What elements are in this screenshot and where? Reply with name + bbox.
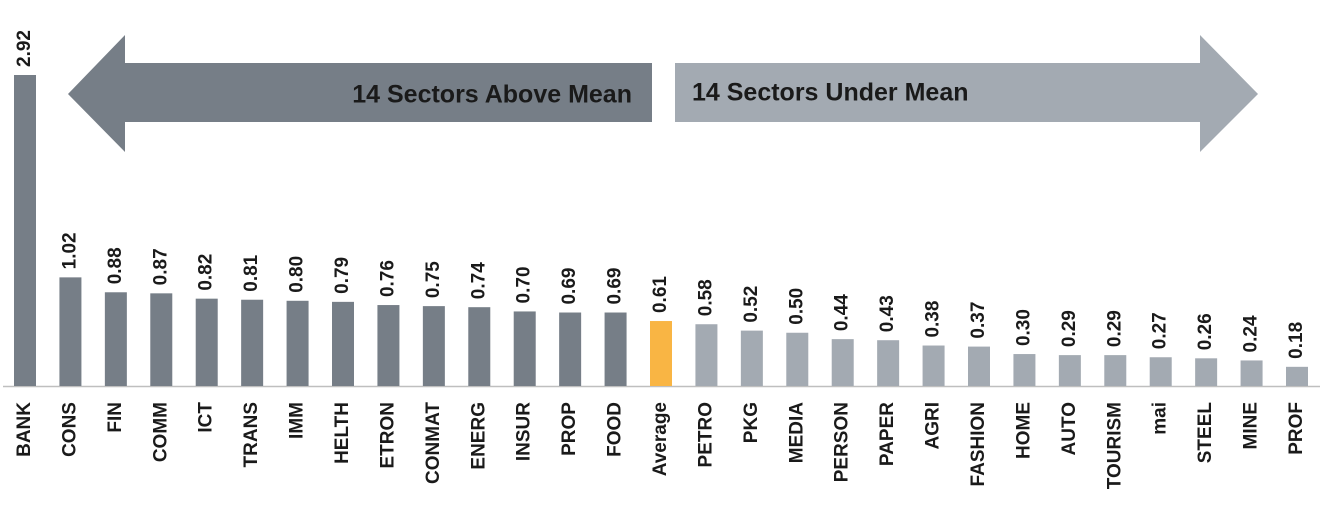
bar: [1149, 357, 1172, 386]
bar: [877, 340, 900, 386]
value-label: 0.74: [468, 262, 489, 299]
bar: [968, 346, 990, 386]
bar: [286, 300, 309, 386]
x-tick-label: IMM: [287, 402, 308, 439]
bar: [559, 312, 582, 386]
x-tick-label: STEEL: [1195, 402, 1216, 464]
annotation: 14 Sectors Above Mean: [352, 81, 632, 109]
bar: [1058, 355, 1081, 386]
value-label: 0.29: [1104, 310, 1125, 347]
x-tick-label: MEDIA: [786, 402, 807, 464]
value-label: 0.80: [287, 256, 308, 293]
value-label: 0.26: [1195, 313, 1216, 350]
annotation: 14 Sectors Under Mean: [692, 79, 969, 107]
bar: [1104, 355, 1127, 386]
value-label: 0.76: [377, 260, 398, 297]
value-label: 0.70: [514, 266, 535, 303]
x-tick-label: PKG: [741, 402, 762, 443]
x-tick-label: TRANS: [241, 402, 262, 467]
bar: [104, 292, 127, 386]
x-tick-label: FASHION: [968, 402, 989, 486]
bar: [150, 293, 173, 386]
bar: [377, 305, 400, 386]
x-tick-label: ETRON: [377, 402, 398, 469]
x-tick-label: ICT: [196, 402, 217, 433]
bar: [1013, 354, 1036, 386]
value-label: 0.69: [605, 268, 626, 305]
value-label: 0.29: [1059, 310, 1080, 347]
value-label: 0.37: [968, 302, 989, 339]
value-label: 0.88: [105, 247, 126, 284]
x-tick-label: mai: [1150, 402, 1171, 435]
x-tick-label: HOME: [1013, 402, 1034, 459]
bar: [1240, 360, 1263, 386]
bar: [14, 75, 36, 386]
x-tick-label: PROF: [1286, 402, 1307, 455]
x-tick-label: ENERG: [468, 402, 489, 470]
bar: [695, 324, 718, 386]
bar: [604, 312, 627, 386]
x-tick-label: PAPER: [877, 402, 898, 466]
x-tick-label: PERSON: [832, 402, 853, 482]
bar: [650, 321, 672, 386]
bar: [1195, 358, 1218, 386]
bar: [332, 301, 354, 386]
value-label: 0.58: [695, 279, 716, 316]
value-label: 0.24: [1241, 315, 1262, 352]
x-tick-label: AGRI: [923, 402, 944, 450]
x-tick-label: CONMAT: [423, 402, 444, 484]
value-label: 0.30: [1013, 309, 1034, 346]
x-tick-label: COMM: [150, 402, 171, 462]
x-tick-label: CONS: [59, 402, 80, 457]
value-label: 0.61: [650, 276, 671, 313]
x-tick-label: PROP: [559, 402, 580, 456]
bar: [241, 299, 264, 386]
value-label: 0.43: [877, 295, 898, 332]
value-label: 0.81: [241, 254, 262, 291]
x-tick-label: Average: [650, 402, 671, 476]
value-label: 0.87: [150, 248, 171, 285]
arrow-right: [675, 35, 1258, 152]
x-tick-label: PETRO: [695, 402, 716, 467]
bar: [468, 307, 491, 386]
x-tick-label: TOURISM: [1104, 402, 1125, 489]
bar: [786, 332, 809, 386]
x-tick-label: FOOD: [605, 402, 626, 457]
value-label: 0.18: [1286, 322, 1307, 359]
bar: [1286, 366, 1308, 386]
bar: [195, 298, 218, 386]
bar: [59, 277, 82, 386]
bar: [922, 345, 945, 386]
value-label: 0.75: [423, 261, 444, 298]
bar: [740, 330, 763, 386]
x-tick-label: INSUR: [514, 402, 535, 461]
value-label: 0.38: [923, 301, 944, 338]
value-label: 0.27: [1150, 312, 1171, 349]
value-label: 0.52: [741, 286, 762, 323]
value-label: 0.79: [332, 257, 353, 294]
x-tick-label: HELTH: [332, 402, 353, 464]
bar: [513, 311, 536, 386]
value-label: 0.44: [832, 294, 853, 331]
x-tick-label: BANK: [14, 402, 35, 457]
x-tick-label: MINE: [1241, 402, 1262, 450]
value-label: 2.92: [14, 30, 35, 67]
arrow-left: [68, 35, 652, 152]
x-tick-label: AUTO: [1059, 402, 1080, 455]
value-label: 0.69: [559, 268, 580, 305]
value-label: 1.02: [59, 232, 80, 269]
bar: [422, 306, 445, 386]
value-label: 0.82: [196, 254, 217, 291]
value-label: 0.50: [786, 288, 807, 325]
x-tick-label: FIN: [105, 402, 126, 433]
bar: [831, 339, 854, 386]
